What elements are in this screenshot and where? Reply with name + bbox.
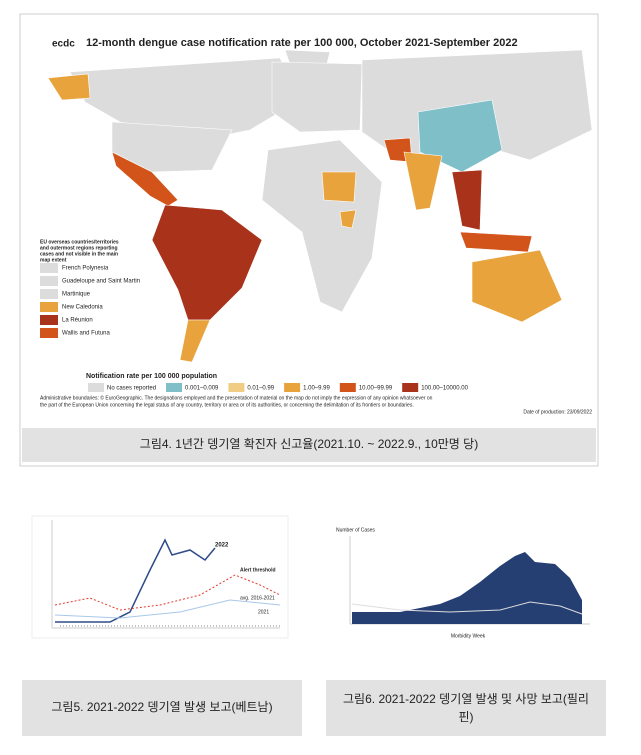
legend-label: 1.00–9.99 <box>303 386 330 392</box>
map-title: 12-month dengue case notification rate p… <box>86 37 518 49</box>
caption-bar <box>22 680 302 736</box>
legend-label: 100.00–10000.00 <box>421 386 468 392</box>
legend-swatch <box>88 383 104 392</box>
caption: 그림4. 1년간 뎅기열 확진자 신고율(2021.10. ~ 2022.9.,… <box>140 437 478 451</box>
overseas-swatch <box>40 263 58 273</box>
production-date: Date of production: 23/09/2022 <box>523 409 592 415</box>
disclaimer: Administrative boundaries: © EuroGeograp… <box>40 394 433 401</box>
logo: ecdc <box>52 39 75 50</box>
caption-bar <box>22 428 596 462</box>
legend-label: 10.00–99.99 <box>359 386 393 392</box>
overseas-title: cases and not visible in the main <box>40 251 118 257</box>
caption-bar <box>326 680 606 736</box>
overseas-name: French Polynesia <box>62 266 109 272</box>
chart-label: 2021 <box>258 609 269 615</box>
overseas-title: map extent <box>40 257 67 263</box>
rate-legend: Notification rate per 100 000 population… <box>86 373 469 392</box>
legend-title: Notification rate per 100 000 population <box>86 373 217 380</box>
legend-swatch <box>402 383 419 392</box>
legend-swatch <box>284 383 301 392</box>
x-axis-label: Morbidity Week <box>451 633 486 639</box>
caption: 핀) <box>458 710 473 724</box>
overseas-swatch <box>40 276 58 286</box>
overseas-title: and outermost regions reporting <box>40 245 118 251</box>
overseas-name: La Réunion <box>62 318 93 324</box>
disclaimer: the part of the European Union concernin… <box>40 402 414 408</box>
chart-image-philippines <box>349 536 590 625</box>
chart-label: 2022 <box>215 543 229 549</box>
caption: 그림5. 2021-2022 뎅기열 발생 보고(베트남) <box>51 700 272 714</box>
world-map <box>47 49 593 363</box>
legend-swatch <box>339 383 356 392</box>
overseas-name: Guadeloupe and Saint Martin <box>62 279 140 285</box>
legend-swatch <box>166 383 183 392</box>
overseas-title: EU overseas countries/territories <box>40 239 119 245</box>
overseas-name: Martinique <box>62 292 91 298</box>
overseas-swatch <box>40 289 58 299</box>
y-axis-label: Number of Cases <box>336 527 375 533</box>
caption: 그림6. 2021-2022 뎅기열 발생 및 사망 보고(필리 <box>343 692 589 706</box>
overseas-swatch <box>40 315 58 325</box>
legend-swatch <box>228 383 245 392</box>
legend-label: 0.01–0.99 <box>247 386 274 392</box>
overseas-swatch <box>40 328 58 338</box>
overseas-swatch <box>40 302 58 312</box>
chart-label: avg. 2016-2021 <box>240 595 275 601</box>
chart-image-vietnam <box>31 515 289 639</box>
legend-label: No cases reported <box>107 386 156 392</box>
legend-label: 0.001–0.009 <box>185 386 219 392</box>
chart-label: Alert threshold <box>240 567 276 573</box>
overseas-name: Wallis and Futuna <box>62 331 110 337</box>
overseas-name: New Caledonia <box>62 305 103 311</box>
